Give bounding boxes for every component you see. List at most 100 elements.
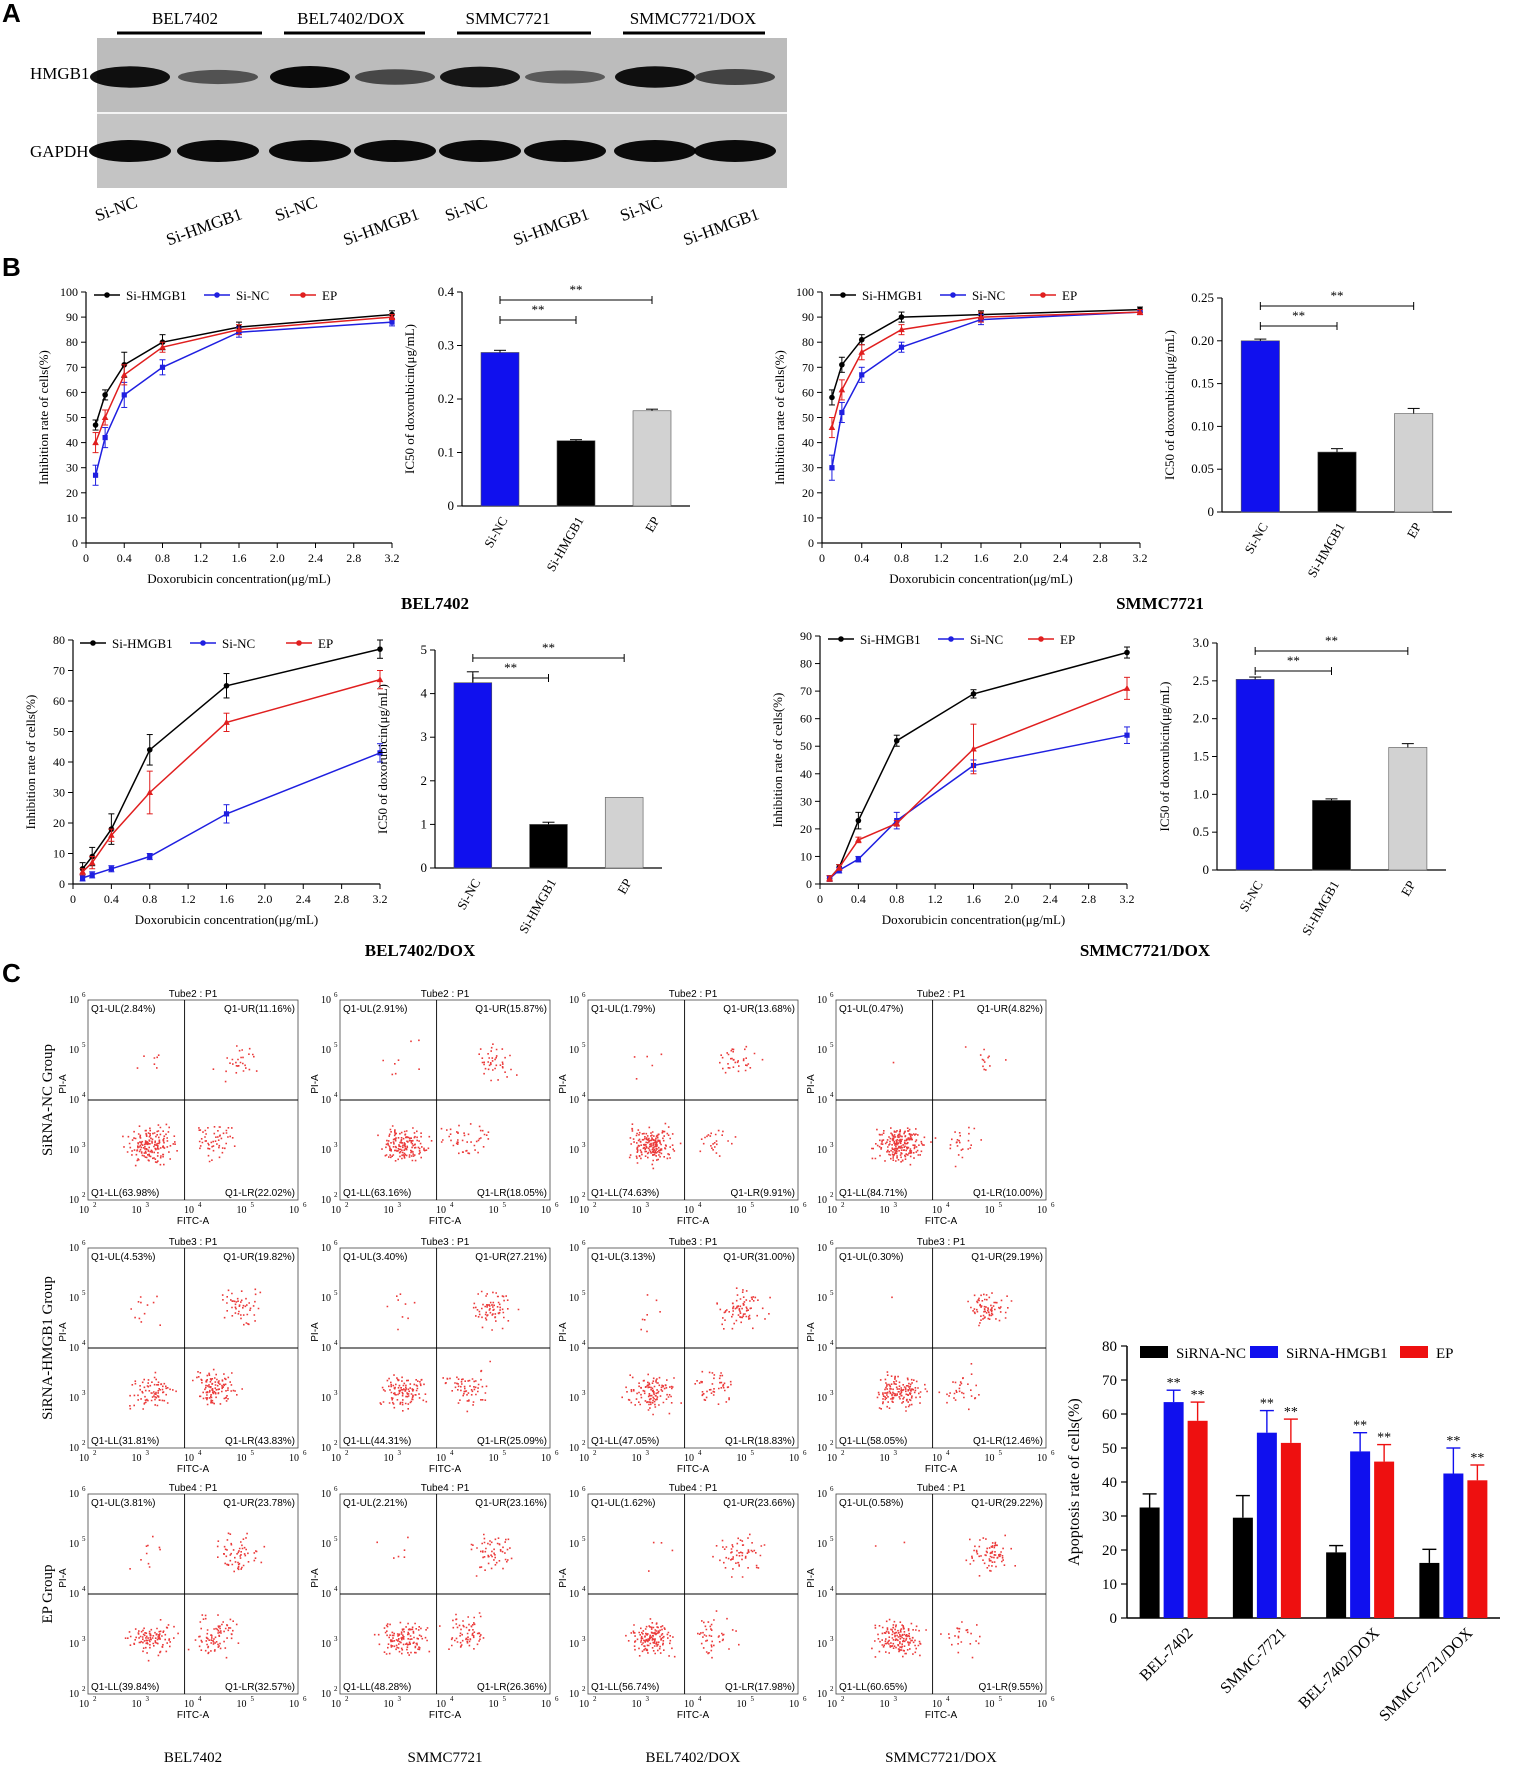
y-tick-label: 70 xyxy=(53,664,65,678)
data-point xyxy=(121,392,127,398)
y-tick-label: 70 xyxy=(802,360,814,374)
panel-c-flow-grid: SiRNA-NC Group SiRNA-HMGB1 Group EP Group B… xyxy=(40,989,1055,1766)
y-axis-label: PI-A xyxy=(310,1568,321,1588)
y-tick-label: 0 xyxy=(1203,862,1210,877)
y-tick-label: 10 xyxy=(69,1145,79,1156)
y-tick-label: 60 xyxy=(800,712,812,726)
y-tick-label: 10 xyxy=(321,1293,331,1304)
x-tick-label: 0 xyxy=(817,892,823,906)
bar xyxy=(1326,1552,1347,1618)
y-tick-label: 10 xyxy=(69,1343,79,1354)
x-tick-label: 10 xyxy=(1037,1205,1047,1216)
y-tick-label: 10 xyxy=(69,1639,79,1650)
data-point xyxy=(92,472,99,478)
y-axis-label: PI-A xyxy=(58,1322,69,1342)
quadrant-label-ll: Q1-LL(63.98%) xyxy=(91,1188,159,1199)
y-tick-exponent: 6 xyxy=(830,1485,834,1493)
x-tick-label: 10 xyxy=(880,1205,890,1216)
wb-band-gapdh xyxy=(354,140,436,162)
y-tick-label: 4 xyxy=(421,686,428,701)
x-tick-label: 2.8 xyxy=(334,892,349,906)
x-axis-label: FITC-A xyxy=(429,1710,462,1721)
wb-lane-labels: Si-NC Si-HMGB1 Si-NC Si-HMGB1 Si-NC Si-HMGB1 S… xyxy=(92,192,761,249)
x-tick-label: 10 xyxy=(632,1453,642,1464)
bar xyxy=(556,440,596,507)
x-tick-exponent: 3 xyxy=(646,1449,650,1457)
y-axis-label: Apoptosis rate of cells(%) xyxy=(1066,1398,1083,1566)
x-axis-label: FITC-A xyxy=(177,1464,210,1475)
y-tick-exponent: 5 xyxy=(582,1535,586,1543)
x-tick-label: 10 xyxy=(579,1205,589,1216)
significance-mark: ** xyxy=(1287,653,1300,668)
x-tick-label: 10 xyxy=(932,1699,942,1710)
wb-band-gapdh xyxy=(269,140,351,162)
x-category-label: EP xyxy=(1404,520,1425,541)
x-tick-label: 0.8 xyxy=(889,892,904,906)
y-tick-label: 10 xyxy=(817,1243,827,1254)
wb-band-hmgb1 xyxy=(440,66,520,88)
significance-mark: ** xyxy=(542,640,555,655)
wb-cell-line-label: BEL7402 xyxy=(152,9,218,28)
y-tick-label: 10 xyxy=(66,511,78,525)
y-tick-label: 10 xyxy=(569,995,579,1006)
y-tick-label: 40 xyxy=(66,436,78,450)
column-label: SMMC7721/DOX xyxy=(885,1750,997,1766)
y-axis-label: Inhibition rate of cells(%) xyxy=(770,693,785,828)
x-tick-label: 10 xyxy=(184,1699,194,1710)
wb-band-hmgb1 xyxy=(525,70,605,84)
bar xyxy=(1232,1517,1253,1618)
x-tick-exponent: 5 xyxy=(503,1201,507,1209)
x-tick-label: 10 xyxy=(827,1699,837,1710)
flow-plot-title: Tube2 : P1 xyxy=(917,989,966,1000)
y-tick-label: 10 xyxy=(817,1045,827,1056)
x-tick-exponent: 2 xyxy=(593,1695,597,1703)
y-tick-label: 0.25 xyxy=(1191,290,1214,305)
y-tick-label: 0 xyxy=(808,536,814,550)
wb-lane-label: Si-HMGB1 xyxy=(511,204,592,249)
bar xyxy=(604,797,644,869)
x-tick-exponent: 3 xyxy=(894,1201,898,1209)
x-tick-label: 10 xyxy=(79,1699,89,1710)
y-tick-label: 20 xyxy=(1102,1543,1117,1559)
series-line xyxy=(829,687,1128,879)
flow-plot-title: Tube3 : P1 xyxy=(169,1237,218,1248)
y-tick-label: 20 xyxy=(802,486,814,500)
x-tick-label: 2.4 xyxy=(1043,892,1058,906)
quadrant-label-ll: Q1-LL(56.74%) xyxy=(591,1682,659,1693)
x-tick-label: 10 xyxy=(237,1453,247,1464)
x-tick-exponent: 3 xyxy=(894,1449,898,1457)
bar xyxy=(1388,747,1428,871)
x-tick-exponent: 5 xyxy=(251,1449,255,1457)
y-tick-label: 10 xyxy=(817,1443,827,1454)
y-tick-exponent: 3 xyxy=(334,1141,338,1149)
y-tick-label: 10 xyxy=(321,1443,331,1454)
x-tick-label: 10 xyxy=(489,1205,499,1216)
x-tick-label: 0.4 xyxy=(104,892,119,906)
wb-membrane: HMGB1 GAPDH Si-NC Si-HMGB1 Si-NC Si-HMGB1 Si… xyxy=(30,38,787,249)
quadrant-label-lr: Q1-LR(9.91%) xyxy=(731,1188,795,1199)
data-point xyxy=(120,371,128,378)
x-tick-label: 10 xyxy=(237,1205,247,1216)
bar xyxy=(632,410,672,507)
data-point xyxy=(858,336,865,343)
y-tick-label: 70 xyxy=(1102,1373,1117,1389)
y-axis-label: Inhibition rate of cells(%) xyxy=(36,350,51,485)
y-tick-label: 80 xyxy=(66,335,78,349)
y-axis-label: PI-A xyxy=(58,1074,69,1094)
x-tick-label: 10 xyxy=(79,1453,89,1464)
x-category-label: EP xyxy=(642,514,663,535)
y-axis-label: PI-A xyxy=(558,1074,569,1094)
data-point xyxy=(1124,732,1130,738)
wb-lane-label: Si-HMGB1 xyxy=(164,204,245,249)
flow-scatter-dots xyxy=(621,1287,771,1416)
wb-band-hmgb1 xyxy=(695,69,775,85)
y-tick-exponent: 4 xyxy=(334,1091,338,1099)
y-tick-exponent: 3 xyxy=(82,1141,86,1149)
y-tick-label: 30 xyxy=(53,786,65,800)
y-tick-exponent: 4 xyxy=(830,1339,834,1347)
y-axis-label: PI-A xyxy=(558,1568,569,1588)
significance-mark: ** xyxy=(1284,1405,1298,1420)
flow-plot-title: Tube4 : P1 xyxy=(421,1483,470,1494)
x-tick-exponent: 4 xyxy=(450,1695,454,1703)
x-tick-label: 1.2 xyxy=(928,892,943,906)
